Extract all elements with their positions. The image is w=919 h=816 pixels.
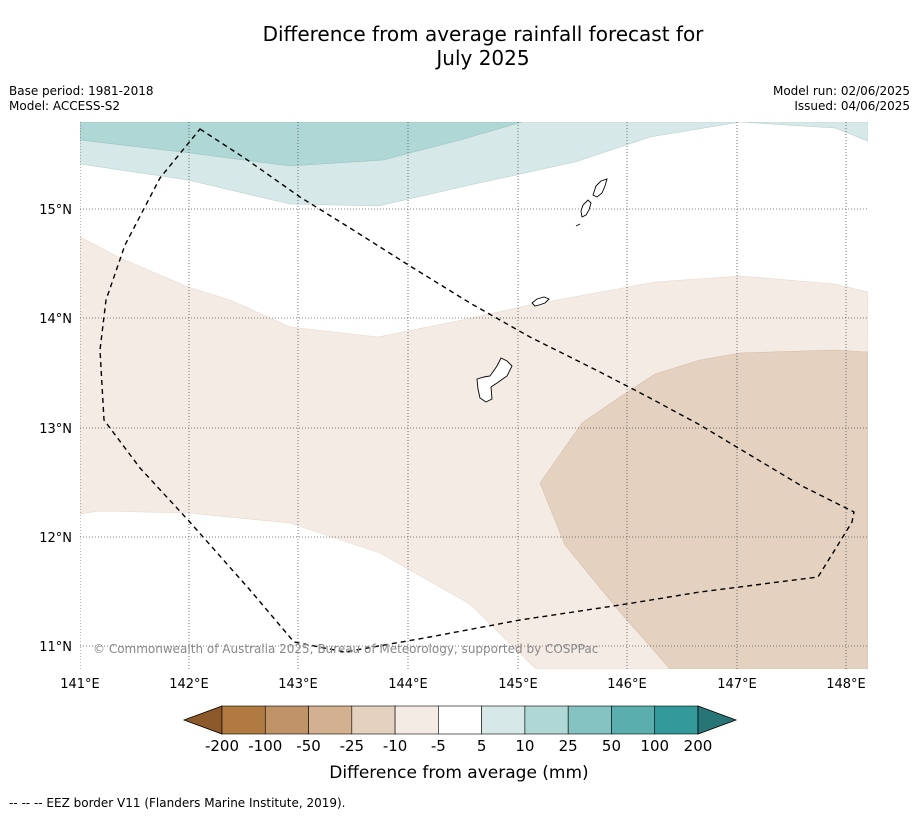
islands: [476, 178, 608, 403]
colorbar-segment: [567, 705, 612, 735]
colorbar-tick-label: -5: [431, 737, 446, 755]
lon-label-147e: 147°E: [717, 677, 757, 692]
eez-footnote: -- -- -- EEZ border V11 (Flanders Marine…: [9, 796, 346, 810]
colorbar-segment: [611, 705, 656, 735]
title-line-2: July 2025: [436, 46, 530, 70]
colorbar-label: Difference from average (mm): [329, 763, 588, 783]
lon-label-144e: 144°E: [388, 677, 428, 692]
colorbar-segment: [308, 705, 353, 735]
colorbar-extension-high: [697, 705, 738, 735]
colorbar-tick-label: 200: [684, 737, 713, 755]
colorbar-segment: [394, 705, 439, 735]
colorbar-segment: [524, 705, 569, 735]
island-aguijan: [575, 223, 581, 227]
colorbar-segment: [221, 705, 266, 735]
lat-label-12n: 12°N: [39, 531, 72, 546]
colorbar-segment: [481, 705, 526, 735]
dry-region-medium: [539, 349, 868, 669]
colorbar-tick-label: 10: [515, 737, 534, 755]
colorbar-tick-label: -25: [340, 737, 365, 755]
lon-label-141e: 141°E: [60, 677, 100, 692]
lat-label-15n: 15°N: [39, 203, 72, 218]
colorbar-segment: [654, 705, 699, 735]
longitude-labels: 141°E 142°E 143°E 144°E 145°E 146°E 147°…: [60, 677, 866, 692]
eez-border: [99, 128, 855, 653]
colorbar-tick-label: 50: [602, 737, 621, 755]
colorbar-tick-label: -10: [383, 737, 408, 755]
model-name: Model: ACCESS-S2: [9, 99, 121, 113]
island-guam: [476, 357, 513, 403]
colorbar: -200 -100 -50 -25 -10 -5 5 10 25 50 100 200: [182, 705, 738, 755]
meta-right: Model run: 02/06/2025 Issued: 04/06/2025: [773, 84, 910, 114]
title-line-1: Difference from average rainfall forecas…: [262, 22, 704, 46]
colorbar-tick-label: 100: [640, 737, 669, 755]
colorbar-tick-label: -50: [296, 737, 321, 755]
lon-label-142e: 142°E: [169, 677, 209, 692]
meta-left: Base period: 1981-2018 Model: ACCESS-S2: [9, 84, 154, 114]
lon-label-143e: 143°E: [278, 677, 318, 692]
model-run: Model run: 02/06/2025: [772, 84, 910, 98]
chart-title: Difference from average rainfall forecas…: [0, 22, 919, 70]
island-tinian: [580, 199, 592, 218]
island-saipan: [592, 178, 608, 198]
colorbar-segment: [351, 705, 396, 735]
lon-label-148e: 148°E: [826, 677, 866, 692]
colorbar-tick-label: 5: [477, 737, 487, 755]
gridlines: [80, 122, 868, 669]
lon-label-145e: 145°E: [498, 677, 538, 692]
island-rota: [531, 296, 550, 307]
lat-label-14n: 14°N: [39, 312, 72, 327]
colorbar-segment: [438, 705, 482, 735]
colorbar-tick-label: -200: [205, 737, 239, 755]
issued-date: Issued: 04/06/2025: [794, 99, 910, 113]
latitude-labels: 15°N 14°N 13°N 12°N 11°N: [39, 203, 72, 655]
base-period: Base period: 1981-2018: [9, 84, 154, 98]
map-area: © Commonwealth of Australia 2025, Bureau…: [80, 122, 868, 669]
copyright-text: © Commonwealth of Australia 2025, Bureau…: [93, 642, 598, 656]
wet-region-medium: [80, 122, 523, 167]
lat-label-11n: 11°N: [39, 640, 72, 655]
colorbar-tick-label: -100: [248, 737, 282, 755]
lon-label-146e: 146°E: [607, 677, 647, 692]
colorbar-extension-low: [182, 705, 223, 735]
colorbar-segment: [264, 705, 309, 735]
colorbar-tick-label: 25: [559, 737, 578, 755]
lat-label-13n: 13°N: [39, 422, 72, 437]
